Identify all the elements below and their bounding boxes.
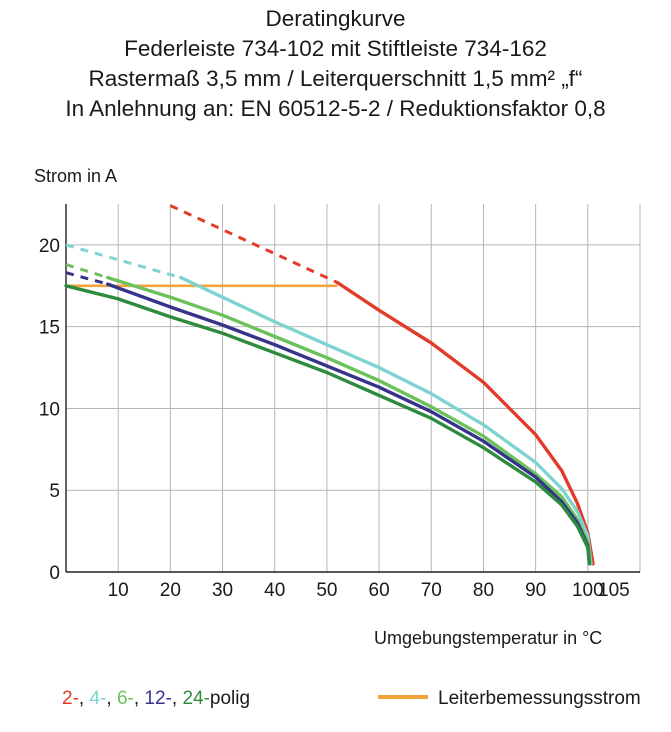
series-6-polig-dashed (65, 263, 109, 280)
legend-rated-current: Leiterbemessungsstrom (378, 688, 641, 710)
legend-pole-2: 2- (62, 688, 79, 709)
legend-separator: , (133, 688, 145, 709)
series-lines (64, 204, 595, 566)
x-tick-label: 105 (598, 580, 630, 601)
x-tick-label: 10 (108, 580, 129, 601)
legend-poles: 2-, 4-, 6-, 12-, 24-polig (62, 688, 250, 710)
series-12-polig-line (106, 282, 592, 566)
legend-pole-6: 6- (116, 688, 134, 709)
subtitle-line: Federleiste 734-102 mit Stiftleiste 734-… (124, 36, 547, 61)
y-tick-label: 10 (39, 399, 60, 420)
x-tick-label: 90 (525, 580, 546, 601)
grid (66, 204, 641, 572)
legend-pole-12: 12- (144, 688, 172, 709)
title-line: Deratingkurve (265, 6, 406, 31)
x-tick-label: 80 (473, 580, 494, 601)
x-tick-label: 20 (160, 580, 181, 601)
series-12-polig-dashed (65, 271, 109, 286)
y-tick-label: 15 (39, 318, 60, 339)
legend-separator: , (106, 688, 117, 709)
series-2-polig-dashed (169, 204, 338, 284)
x-tick-label: 70 (421, 580, 442, 601)
x-tick-label: 50 (316, 580, 337, 601)
legend-poles-suffix: polig (209, 688, 251, 709)
subtitle-line: In Anlehnung an: EN 60512-5-2 / Reduktio… (65, 96, 606, 121)
x-tick-label: 30 (212, 580, 233, 601)
x-tick-label: 60 (369, 580, 390, 601)
y-axis-label: Strom in A (34, 166, 117, 186)
series-4-polig-dashed (65, 243, 182, 280)
x-tick-label: 100 (572, 580, 604, 601)
y-tick-label: 20 (39, 236, 60, 257)
series-4-polig-line (179, 275, 593, 566)
series-2-polig-line (335, 280, 595, 566)
rated-current-swatch (378, 694, 428, 699)
legend-pole-24: 24- (182, 688, 210, 709)
y-tick-label: 5 (49, 481, 60, 502)
axes (65, 204, 640, 573)
legend-separator: , (78, 688, 90, 709)
subtitle-line: Rastermaß 3,5 mm / Leiterquerschnitt 1,5… (88, 66, 583, 91)
series-24-polig-line (64, 284, 592, 566)
y-tick-label: 0 (49, 563, 60, 584)
series-6-polig-line (106, 275, 592, 566)
rated-current-label: Leiterbemessungsstrom (438, 688, 641, 709)
legend-pole-4: 4- (89, 688, 107, 709)
chart-title: Deratingkurve Federleiste 734-102 mit St… (0, 4, 671, 124)
x-tick-label: 40 (264, 580, 285, 601)
x-axis-label: Umgebungstemperatur in °C (374, 628, 602, 648)
legend-separator: , (171, 688, 183, 709)
